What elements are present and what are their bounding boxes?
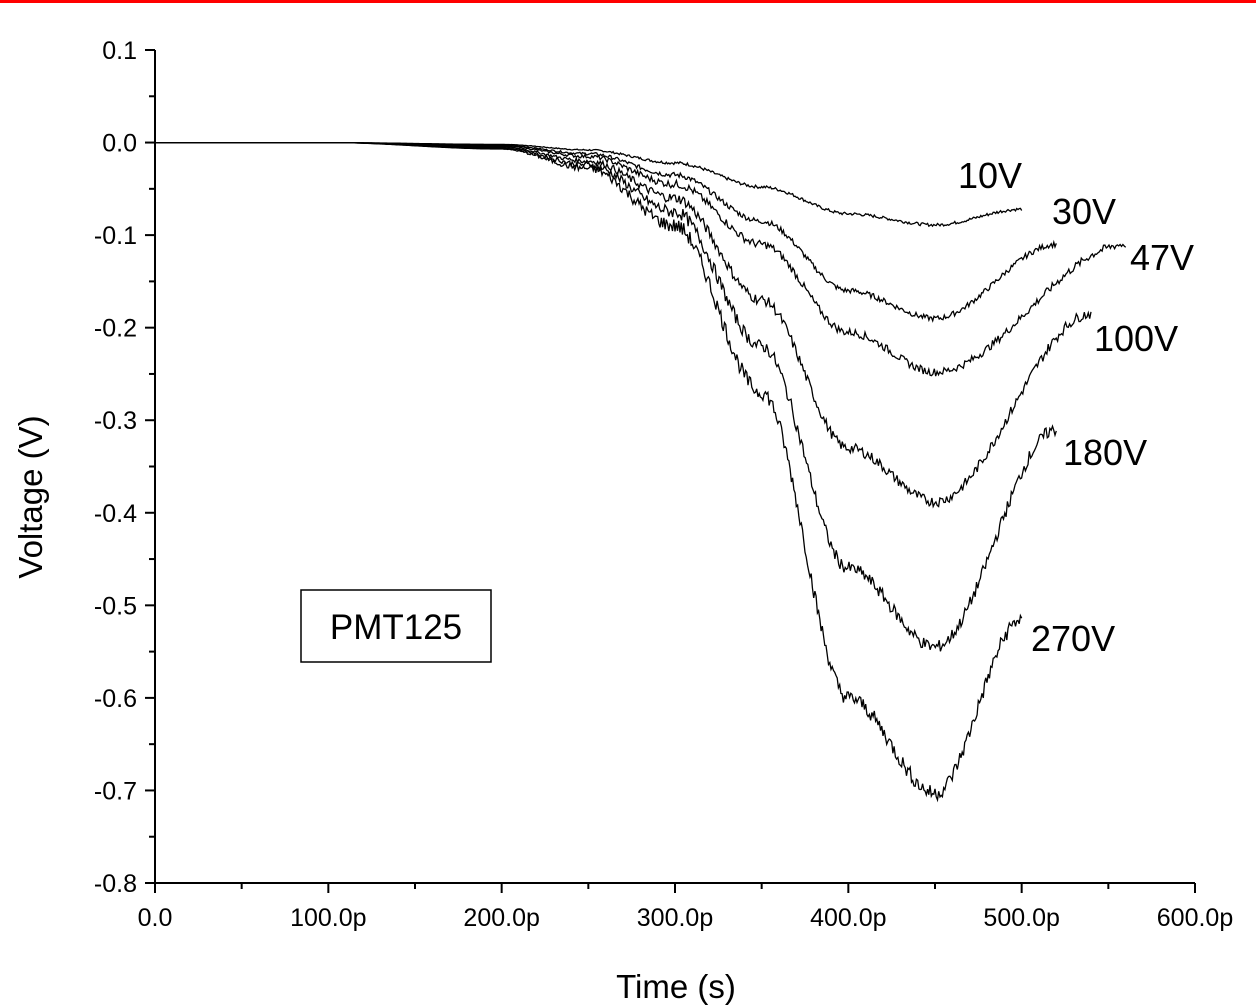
y-axis-title: Voltage (V) <box>12 415 49 578</box>
y-tick-label: -0.4 <box>94 500 137 528</box>
x-tick-label: 0.0 <box>138 904 173 932</box>
tick-marks <box>145 49 1196 893</box>
y-tick-label: -0.7 <box>94 777 137 805</box>
series-label-180V: 180V <box>1063 432 1147 473</box>
x-axis-title: Time (s) <box>616 968 736 1005</box>
series-line-100V <box>155 141 1092 509</box>
x-tick-label: 200.0p <box>463 904 539 932</box>
series-line-270V <box>155 141 1023 803</box>
series-label-100V: 100V <box>1094 318 1178 359</box>
series-labels: 10V 30V 47V 100V 180V 270V <box>958 155 1194 659</box>
y-tick-label: -0.5 <box>94 592 137 620</box>
series-label-10V: 10V <box>958 155 1022 196</box>
series-line-10V <box>155 141 1023 228</box>
x-tick-label: 600.0p <box>1157 904 1233 932</box>
y-tick-label: -0.2 <box>94 315 137 343</box>
y-tick-label: -0.6 <box>94 685 137 713</box>
x-tick-label: 100.0p <box>290 904 366 932</box>
tick-labels: 0.0 100.0p 200.0p 300.0p 400.0p 500.0p 600.0p 0… <box>94 37 1233 932</box>
annotation-label: PMT125 <box>330 608 462 647</box>
annotation-box <box>300 589 492 663</box>
series-line-180V <box>155 141 1057 652</box>
top-rule <box>0 0 1256 3</box>
x-tick-label: 300.0p <box>637 904 713 932</box>
series-group <box>155 141 1127 803</box>
y-tick-label: 0.0 <box>102 130 137 158</box>
y-tick-label: -0.8 <box>94 870 137 898</box>
series-label-47V: 47V <box>1130 237 1194 278</box>
y-tick-label: 0.1 <box>102 37 137 65</box>
x-tick-label: 500.0p <box>983 904 1059 932</box>
y-tick-label: -0.1 <box>94 222 137 250</box>
x-tick-label: 400.0p <box>810 904 886 932</box>
series-label-270V: 270V <box>1031 618 1115 659</box>
series-label-30V: 30V <box>1052 191 1116 232</box>
y-tick-label: -0.3 <box>94 407 137 435</box>
